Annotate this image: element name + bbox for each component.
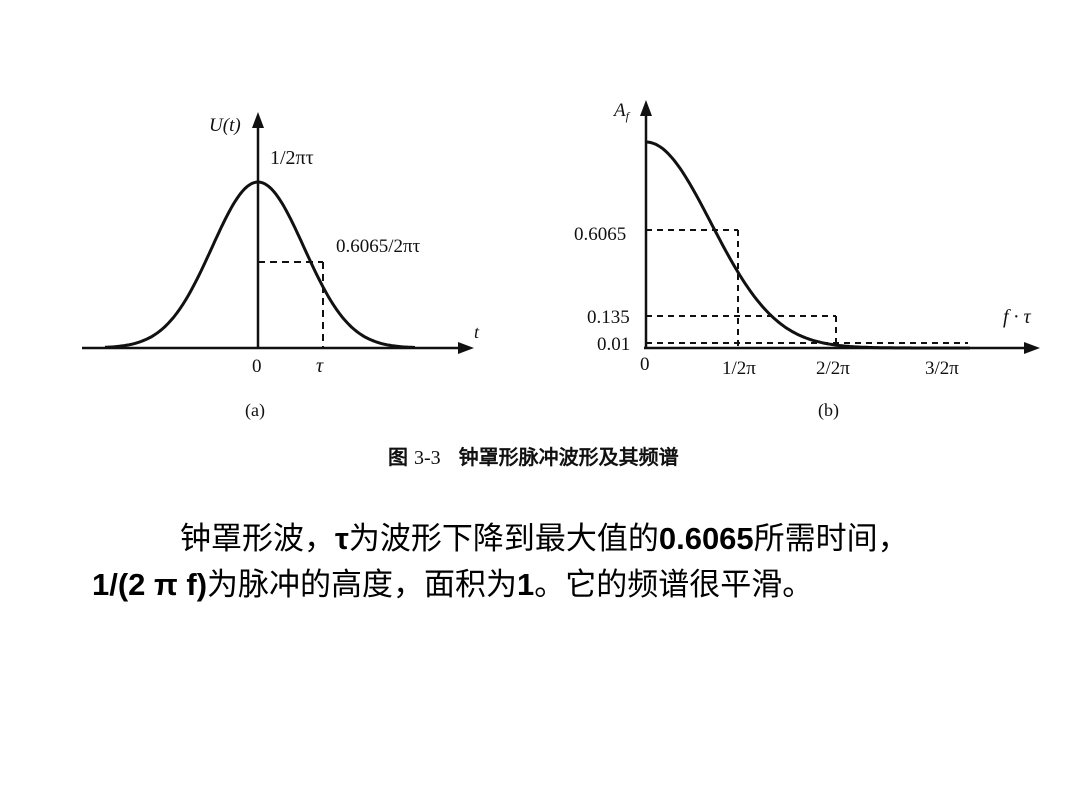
panel-b-x-tick-1: 1/2π [722,358,756,379]
bell-pulse-figure: U(t) 1/2πτ 0.6065/2πτ t 0 τ (a) Af 0.606… [82,100,1040,421]
caption-number: 3-3 [414,447,441,469]
panel-a-origin-label: 0 [252,356,262,377]
value-06065: 0.6065 [658,521,754,556]
panel-b-y-arrow-icon [640,100,652,116]
panel-a-x-axis-label: t [474,322,480,342]
paragraph-line-1: 钟罩形波，τ为波形下降到最大值的0.6065所需时间， [92,516,1052,562]
panel-a-peak-label: 1/2πτ [270,147,314,169]
panel-b-x-tick-3: 3/2π [925,358,959,379]
panel-a-x-arrow-icon [458,342,474,354]
panel-a-tau-label: τ [316,355,324,377]
text-segment: 。它的频谱很平滑。 [534,567,814,603]
panel-b-spectrum-curve [645,140,970,350]
panel-b-y-tick-0135: 0.135 [587,307,630,328]
text-segment: 为脉冲的高度，面积为 [207,567,518,603]
panel-b-x-tick-2: 2/2π [816,358,850,379]
panel-a-y-label: U(t) [209,115,241,136]
caption-title: 钟罩形脉冲波形及其频谱 [458,445,679,469]
panel-b-x-arrow-icon [1024,342,1040,354]
panel-a-y-arrow-icon [252,112,264,128]
paragraph-line-2: 1/(2 π f)为脉冲的高度，面积为1。它的频谱很平滑。 [92,562,1052,608]
panel-a-panel-label: (a) [245,400,265,421]
height-formula: 1/(2 π f) [92,567,208,602]
figure-caption: 图 3-3 钟罩形脉冲波形及其频谱 [388,441,679,470]
panel-b: Af 0.6065 0.135 0.01 0 1/2π 2/2π 3/2π f … [574,100,1040,421]
text-segment: 钟罩形波， [180,521,335,557]
explanation-paragraph: 钟罩形波，τ为波形下降到最大值的0.6065所需时间， 1/(2 π f)为脉冲… [92,516,1052,608]
panel-b-y-tick-001: 0.01 [597,334,630,355]
area-value: 1 [517,567,535,602]
panel-a: U(t) 1/2πτ 0.6065/2πτ t 0 τ (a) [82,112,480,421]
text-segment: 为波形下降到最大值的 [348,521,659,557]
panel-b-y-tick-06065: 0.6065 [574,224,626,245]
text-segment: 所需时间， [753,521,909,557]
panel-b-y-label: Af [612,100,631,123]
panel-a-level-label: 0.6065/2πτ [336,236,421,257]
panel-b-origin-label: 0 [640,354,650,375]
panel-b-x-axis-label: f · τ [1003,306,1032,328]
tau-symbol: τ [335,521,349,556]
caption-prefix: 图 [388,445,408,469]
panel-b-panel-label: (b) [818,400,839,421]
panel-a-bell-curve [104,180,416,349]
